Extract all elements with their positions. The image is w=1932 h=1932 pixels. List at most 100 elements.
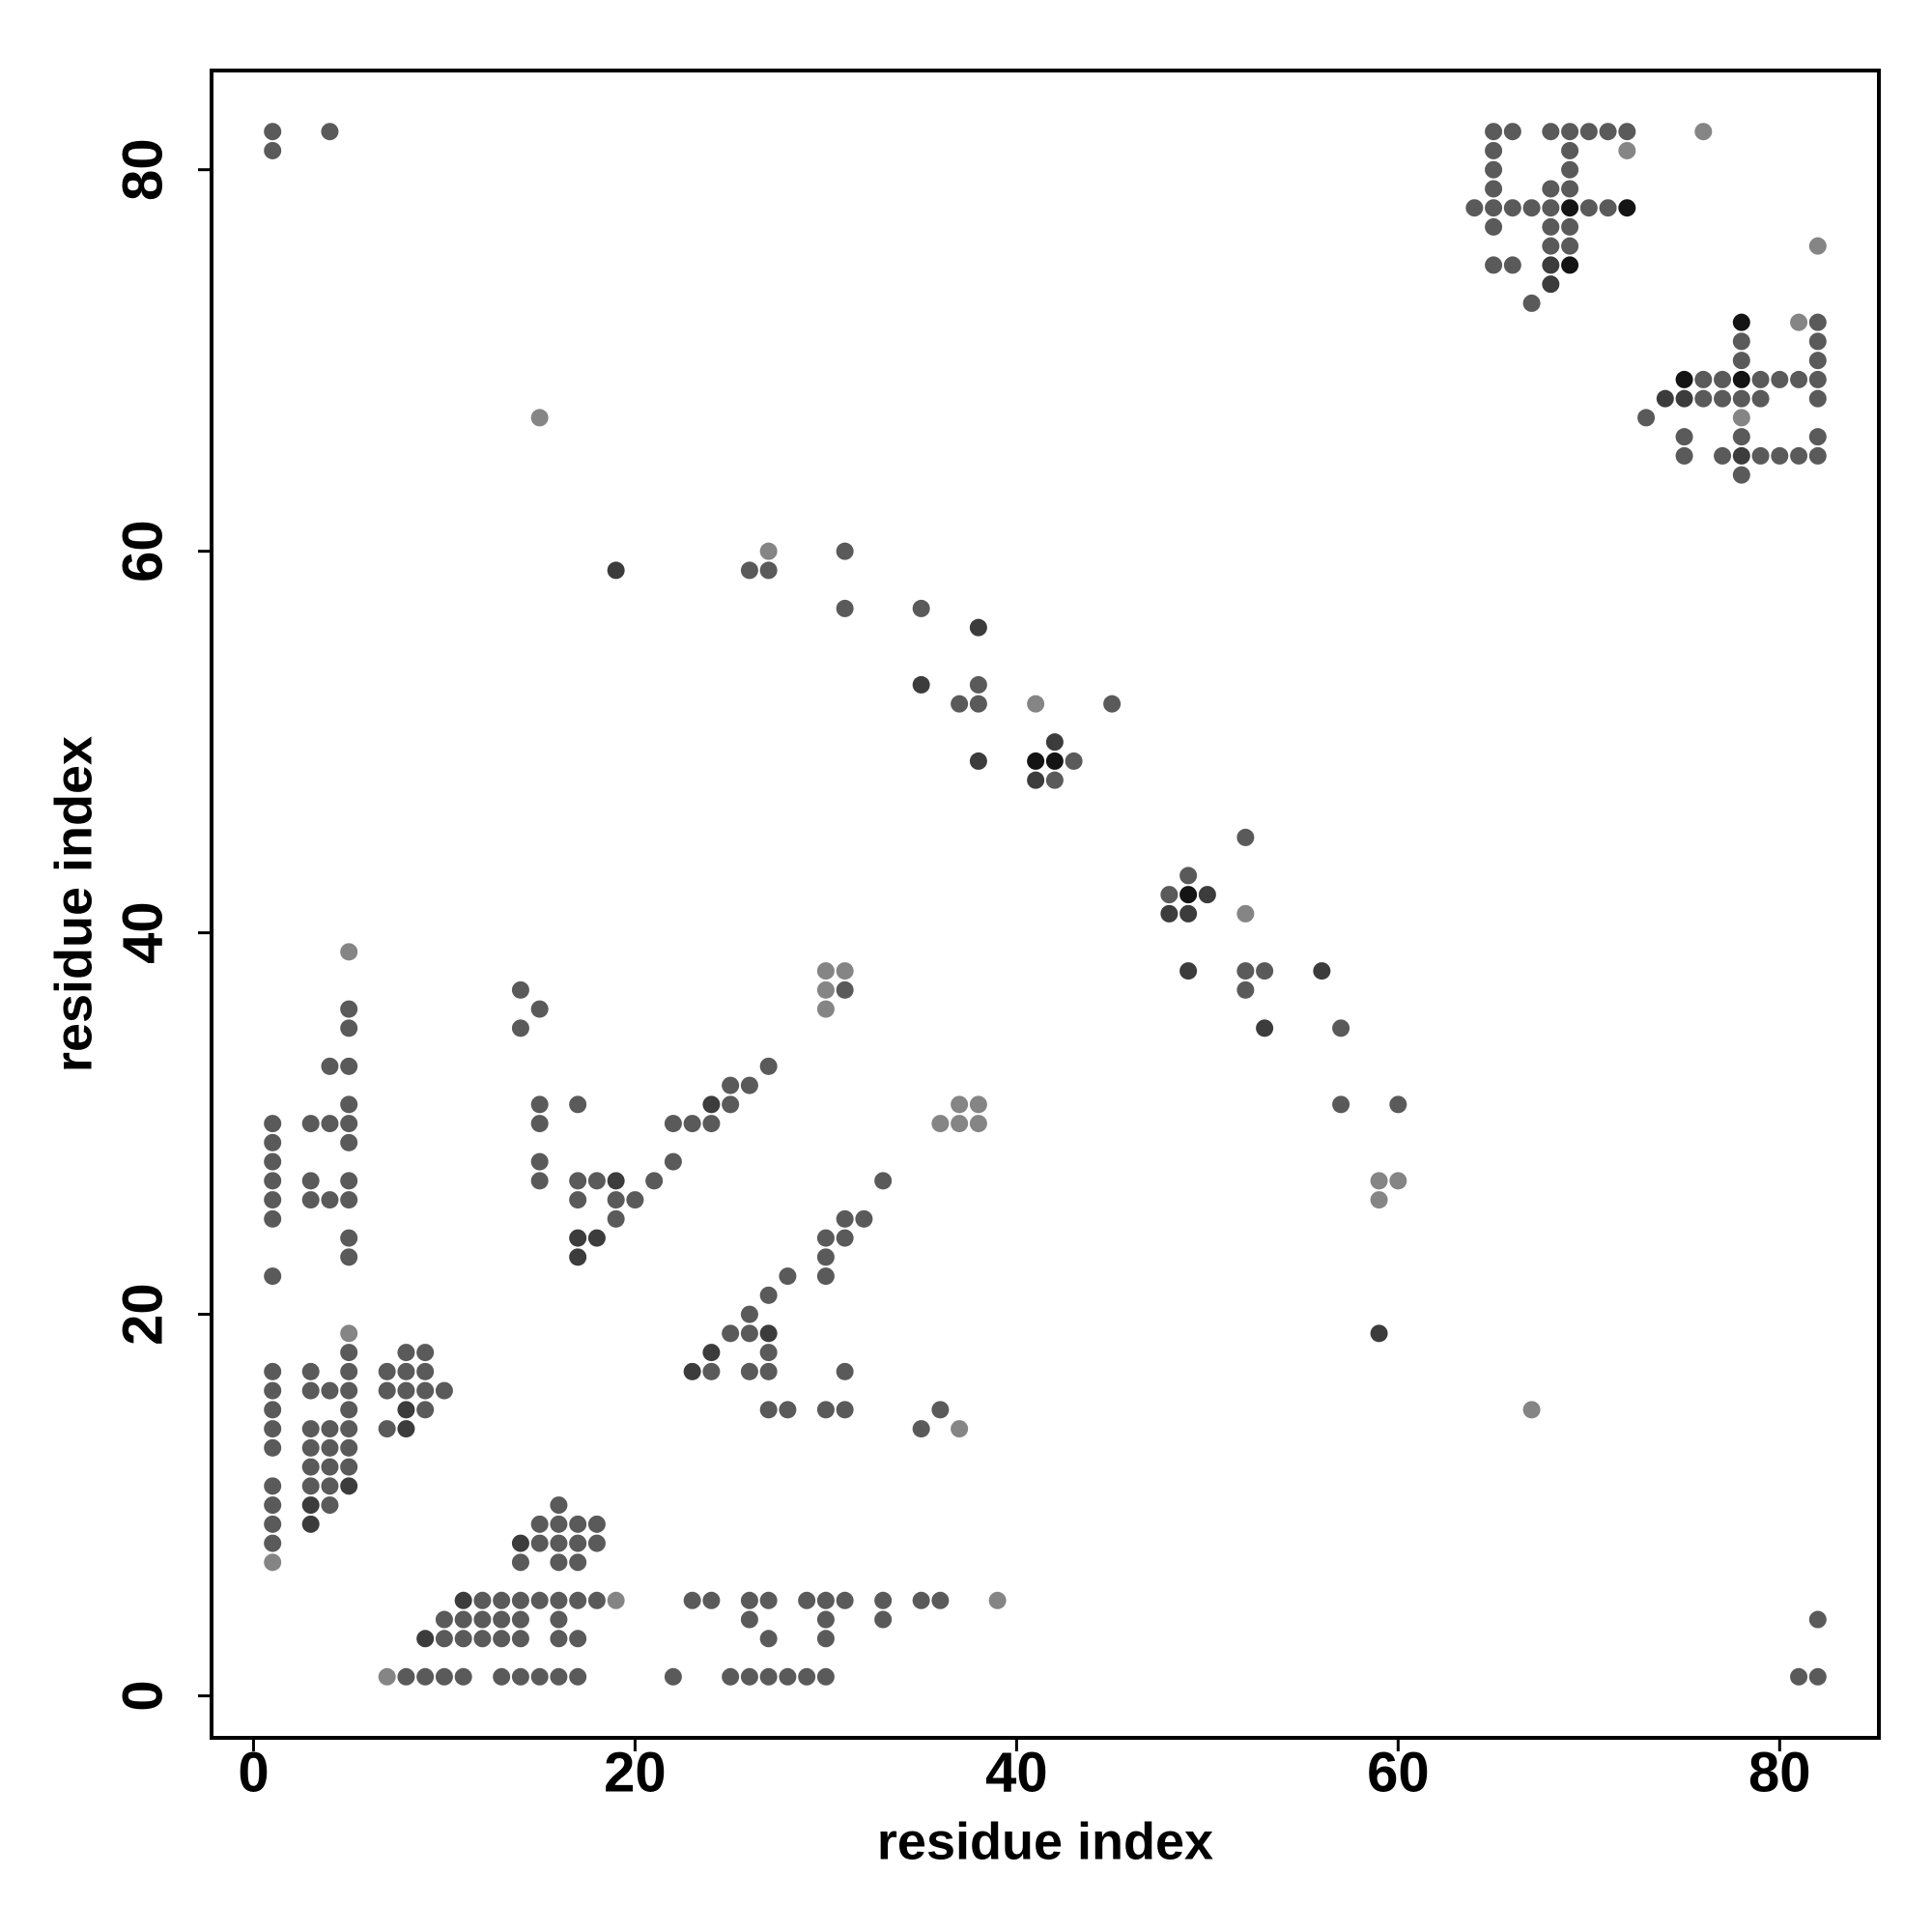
y-tick-label: 20	[111, 1283, 174, 1346]
point	[969, 1095, 987, 1114]
point	[340, 1057, 358, 1075]
y-axis-title: residue index	[44, 736, 102, 1072]
point	[1542, 217, 1560, 236]
point	[836, 1229, 854, 1247]
point	[779, 1667, 797, 1686]
point	[1618, 199, 1636, 217]
point	[1732, 466, 1750, 484]
point	[1542, 275, 1560, 294]
point	[511, 1534, 529, 1552]
point	[340, 1420, 358, 1438]
point	[321, 1191, 339, 1209]
point	[397, 1401, 415, 1419]
point	[264, 1420, 282, 1438]
point	[683, 1362, 701, 1380]
point	[1561, 237, 1579, 255]
point	[264, 1362, 282, 1380]
point	[550, 1630, 568, 1648]
point	[301, 1115, 320, 1133]
point	[1771, 370, 1789, 388]
point	[264, 1381, 282, 1400]
point	[1694, 370, 1713, 388]
point	[702, 1115, 721, 1133]
point	[416, 1381, 435, 1400]
point	[587, 1591, 606, 1609]
point	[1542, 237, 1560, 255]
point	[340, 1381, 358, 1400]
point	[1179, 886, 1198, 904]
point	[1370, 1324, 1388, 1343]
point	[1485, 199, 1503, 217]
point	[1045, 752, 1064, 770]
point	[798, 1591, 816, 1609]
point	[722, 1076, 740, 1094]
point	[301, 1496, 320, 1515]
point	[1790, 313, 1808, 331]
point	[1751, 446, 1770, 465]
point	[836, 980, 854, 999]
point	[587, 1229, 606, 1247]
point	[454, 1667, 472, 1686]
point	[702, 1362, 721, 1380]
point	[493, 1591, 511, 1609]
point	[550, 1610, 568, 1629]
x-tick-label: 60	[1367, 1741, 1430, 1804]
point	[1808, 389, 1827, 408]
point	[759, 1667, 778, 1686]
point	[1637, 409, 1656, 427]
point	[759, 1591, 778, 1609]
point	[301, 1515, 320, 1533]
point	[340, 1362, 358, 1380]
point	[1389, 1172, 1407, 1190]
point	[1179, 867, 1198, 885]
point	[301, 1477, 320, 1495]
point	[264, 1267, 282, 1286]
y-tick-label: 0	[111, 1680, 174, 1711]
point	[493, 1630, 511, 1648]
point	[1675, 446, 1693, 465]
point	[951, 1420, 969, 1438]
point	[550, 1591, 568, 1609]
point	[1103, 695, 1122, 713]
point	[607, 1591, 625, 1609]
point	[1561, 217, 1579, 236]
point	[301, 1381, 320, 1400]
point	[569, 1630, 587, 1648]
point	[816, 1248, 835, 1266]
point	[645, 1172, 664, 1190]
point	[435, 1630, 453, 1648]
point	[1675, 370, 1693, 388]
point	[1808, 446, 1827, 465]
y-tick-label: 60	[111, 520, 174, 582]
point	[340, 1458, 358, 1476]
point	[340, 1229, 358, 1247]
point	[1618, 123, 1636, 141]
point	[740, 1076, 758, 1094]
point	[416, 1630, 435, 1648]
point	[493, 1667, 511, 1686]
point	[1256, 962, 1274, 980]
point	[816, 1630, 835, 1648]
point	[816, 1267, 835, 1286]
point	[416, 1362, 435, 1380]
point	[340, 1248, 358, 1266]
point	[816, 962, 835, 980]
point	[530, 1095, 549, 1114]
point	[454, 1591, 472, 1609]
point	[798, 1667, 816, 1686]
point	[1561, 256, 1579, 274]
x-axis-title: residue index	[877, 1812, 1213, 1870]
point	[340, 1344, 358, 1362]
point	[1714, 446, 1732, 465]
point	[321, 1057, 339, 1075]
point	[321, 1477, 339, 1495]
point	[664, 1115, 682, 1133]
point	[607, 1209, 625, 1228]
point	[397, 1667, 415, 1686]
point	[702, 1095, 721, 1114]
point	[1256, 1019, 1274, 1037]
point	[1732, 409, 1750, 427]
point	[1503, 199, 1521, 217]
point	[264, 141, 282, 159]
